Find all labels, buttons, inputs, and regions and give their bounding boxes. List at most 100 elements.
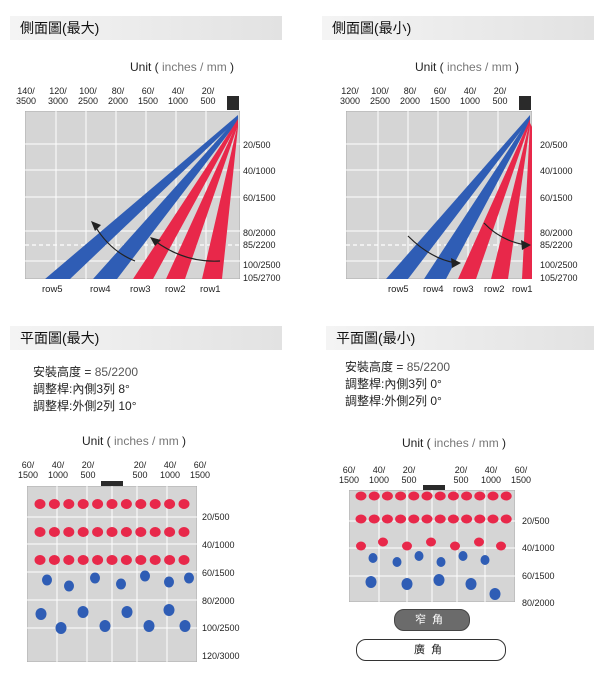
red-detection-dot — [48, 527, 60, 537]
blue-detection-dot — [116, 578, 126, 590]
right-tick: 80/2000 — [243, 228, 276, 238]
red-detection-dot — [106, 527, 118, 537]
right-tick: 85/2200 — [540, 240, 573, 250]
top-tick: 100/2500 — [77, 86, 99, 106]
blue-detection-dot — [64, 580, 74, 592]
red-detection-dot — [434, 514, 446, 524]
blue-detection-dot — [433, 574, 445, 586]
red-detection-dot — [164, 527, 176, 537]
plan-max-diagram — [27, 486, 197, 662]
side-min-title: 側面圖(最小) — [322, 16, 594, 40]
red-detection-dot — [474, 537, 484, 547]
top-tick: 40/1000 — [167, 86, 189, 106]
right-tick: 60/1500 — [243, 193, 276, 203]
red-detection-dot — [106, 555, 118, 565]
top-tick: 60/1500 — [189, 460, 211, 480]
narrow-angle-button[interactable]: 窄角 — [394, 609, 470, 631]
red-detection-dot — [164, 555, 176, 565]
red-detection-dot — [77, 555, 89, 565]
top-tick: 80/2000 — [399, 86, 421, 106]
beam-row3 — [133, 119, 238, 279]
red-detection-dot — [408, 514, 420, 524]
red-detection-dot — [178, 499, 190, 509]
blue-detection-dot — [42, 574, 52, 586]
red-detection-dot — [421, 514, 433, 524]
side-max-title: 側面圖(最大) — [10, 16, 282, 40]
top-tick: 60/1500 — [17, 460, 39, 480]
arrow-head — [451, 258, 461, 268]
row-label: row2 — [165, 284, 186, 295]
red-detection-dot — [395, 514, 407, 524]
red-detection-dot — [92, 555, 104, 565]
red-detection-dot — [63, 527, 75, 537]
top-tick: 120/3000 — [47, 86, 69, 106]
right-tick: 100/2500 — [540, 260, 578, 270]
top-tick: 20/500 — [453, 465, 469, 485]
unit-inner: inches / mm — [434, 436, 499, 450]
top-tick: 20/500 — [401, 465, 417, 485]
row-label: row4 — [90, 284, 111, 295]
red-detection-dot — [120, 527, 132, 537]
right-tick: 20/500 — [243, 140, 271, 150]
sensor-icon — [227, 96, 239, 110]
red-detection-dot — [178, 555, 190, 565]
top-tick: 60/1500 — [137, 86, 159, 106]
red-detection-dot — [106, 499, 118, 509]
beam-row4 — [93, 117, 238, 279]
row-label: row5 — [388, 284, 409, 295]
blue-detection-dot — [179, 620, 191, 632]
blue-detection-dot — [184, 572, 194, 584]
red-detection-dot — [34, 555, 46, 565]
red-detection-dot — [48, 499, 60, 509]
right-tick: 105/2700 — [243, 273, 281, 283]
row-label: row2 — [484, 284, 505, 295]
plan-max-title: 平面圖(最大) — [10, 326, 282, 350]
right-tick: 20/500 — [202, 512, 230, 522]
blue-detection-dot — [121, 606, 133, 618]
blue-detection-dot — [140, 570, 150, 582]
row-label: row1 — [512, 284, 533, 295]
unit-inner: inches / mm — [162, 60, 227, 74]
right-tick: 85/2200 — [243, 240, 276, 250]
blue-detection-dot — [35, 608, 47, 620]
top-tick: 20/500 — [492, 86, 508, 106]
blue-detection-dot — [414, 551, 424, 561]
right-tick: 20/500 — [522, 516, 550, 526]
inner-adjust: 調整桿:內側3列 8° — [33, 382, 130, 396]
right-tick: 80/2000 — [540, 228, 573, 238]
red-detection-dot — [135, 555, 147, 565]
red-detection-dot — [461, 491, 473, 501]
plan-min-spec: 安裝高度 = 85/2200 調整桿:內側3列 0° 調整桿:外側2列 0° — [345, 359, 450, 410]
red-detection-dot — [368, 514, 380, 524]
row-label: row3 — [130, 284, 151, 295]
arrow-head — [150, 237, 161, 246]
beam-row3 — [458, 119, 530, 279]
detection-dots — [34, 499, 194, 634]
sensor-icon — [519, 96, 531, 110]
red-detection-dot — [149, 499, 161, 509]
top-tick: 40/1000 — [368, 465, 390, 485]
arrow-path — [154, 240, 221, 262]
top-tick: 20/500 — [80, 460, 96, 480]
red-detection-dot — [421, 491, 433, 501]
right-tick: 40/1000 — [540, 166, 573, 176]
red-detection-dot — [120, 555, 132, 565]
arrow-path — [94, 225, 136, 262]
plan-max-unit: Unit ( inches / mm ) — [82, 434, 187, 448]
blue-detection-dot — [489, 588, 501, 600]
unit-label: Unit — [130, 60, 152, 74]
red-detection-dot — [135, 527, 147, 537]
red-detection-dot — [368, 491, 380, 501]
red-detection-dot — [48, 555, 60, 565]
top-tick: 80/2000 — [107, 86, 129, 106]
arrow-head — [91, 221, 101, 231]
red-detection-dot — [34, 527, 46, 537]
right-tick: 40/1000 — [202, 540, 235, 550]
side-min-diagram — [346, 111, 532, 279]
red-detection-dot — [461, 514, 473, 524]
red-detection-dot — [120, 499, 132, 509]
right-tick: 60/1500 — [540, 193, 573, 203]
right-tick: 60/1500 — [522, 571, 555, 581]
right-tick: 120/3000 — [202, 651, 240, 661]
wide-angle-button[interactable]: 廣角 — [356, 639, 506, 661]
